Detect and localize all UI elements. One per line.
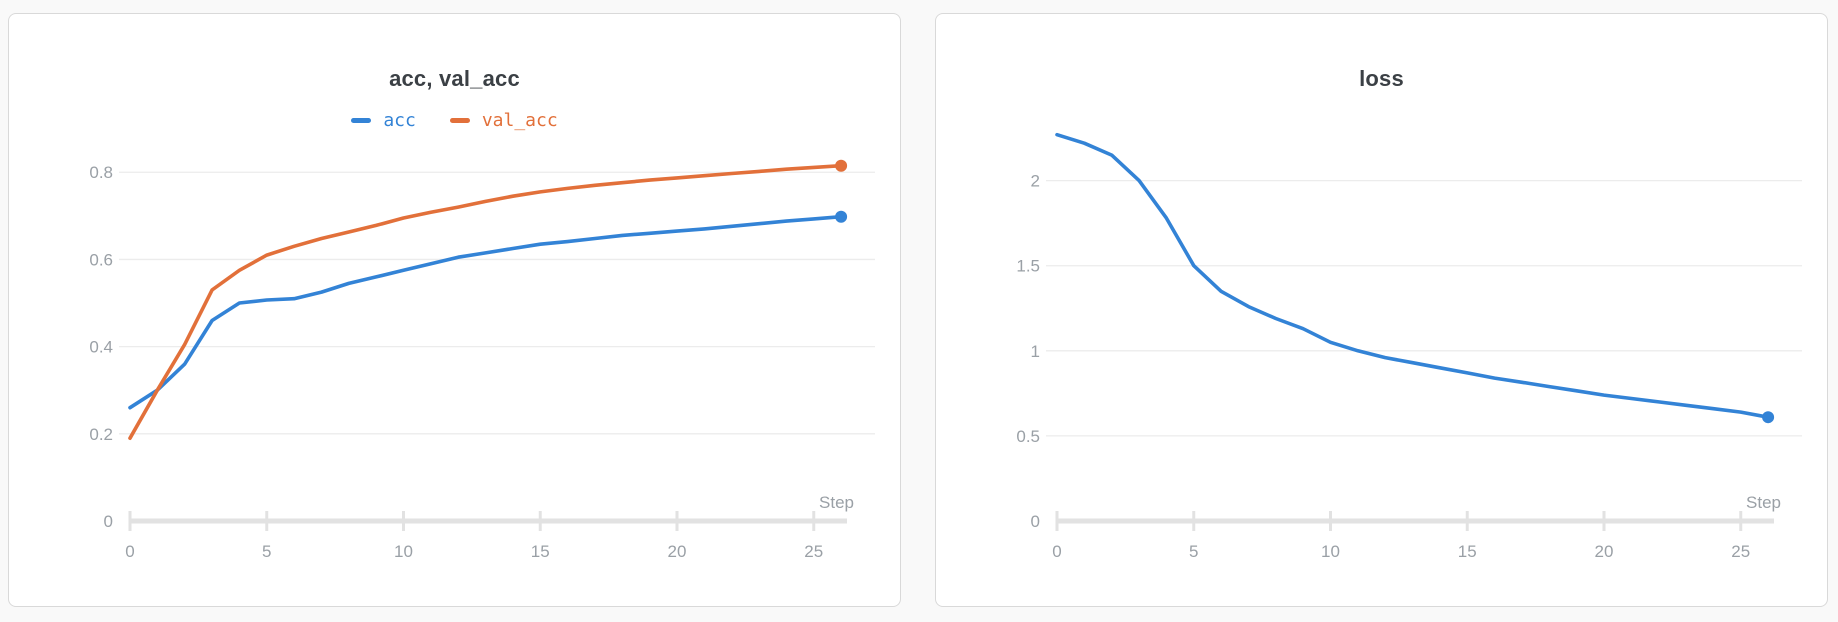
x-axis-title: Step [819, 493, 854, 512]
x-tick-label: 20 [1595, 542, 1614, 561]
series-line-acc[interactable] [128, 214, 843, 410]
y-tick-label: 1.5 [1016, 257, 1040, 276]
y-tick-label: 0 [1031, 512, 1040, 531]
chart-title: acc, val_acc [389, 66, 520, 91]
legend-item-val_acc[interactable]: val_acc [449, 110, 558, 131]
series-line-loss[interactable] [1055, 132, 1770, 420]
series-end-dot-val_acc[interactable] [835, 159, 848, 172]
plot-area[interactable]: 0 0.2 0.4 0.6 0.8 0 5 10 15 20 25 Step [9, 14, 900, 606]
x-tick-label: 20 [668, 542, 687, 561]
legend-swatch-val_acc [449, 118, 470, 123]
y-tick-label: 0.5 [1016, 427, 1040, 446]
y-tick-label: 2 [1031, 172, 1040, 191]
series-end-dot-loss[interactable] [1762, 411, 1775, 424]
x-tick-label: 15 [1458, 542, 1477, 561]
legend-swatch-acc [351, 118, 372, 123]
x-tick-label: 5 [262, 542, 271, 561]
x-tick-label: 10 [394, 542, 413, 561]
legend-label: val_acc [481, 110, 558, 131]
x-tick-label: 25 [1731, 542, 1750, 561]
x-tick-label: 0 [125, 542, 134, 561]
y-tick-label: 0.4 [89, 338, 113, 357]
chart-title: loss [1359, 66, 1404, 91]
x-tick-label: 15 [531, 542, 550, 561]
y-tick-label: 0.8 [89, 163, 113, 182]
legend-item-acc[interactable]: acc [351, 110, 416, 131]
y-tick-label: 0.2 [89, 425, 113, 444]
series-end-dot-acc[interactable] [835, 210, 848, 223]
x-tick-label: 25 [804, 542, 823, 561]
series-line-val_acc[interactable] [128, 163, 843, 441]
x-axis-title: Step [1746, 493, 1781, 512]
legend-label: acc [383, 110, 416, 131]
x-tick-label: 10 [1321, 542, 1340, 561]
x-tick-label: 5 [1189, 542, 1198, 561]
y-tick-label: 0 [104, 512, 113, 531]
chart-panel-acc-val_acc: 0 0.2 0.4 0.6 0.8 0 5 10 15 20 25 Step acc, val_acc… [8, 13, 901, 607]
y-tick-label: 1 [1031, 342, 1040, 361]
x-tick-label: 0 [1052, 542, 1061, 561]
chart-legend: acc val_acc [9, 110, 900, 131]
y-tick-label: 0.6 [89, 250, 113, 269]
chart-panel-loss: 0 0.5 1 1.5 2 0 5 10 15 20 25 Step loss [935, 13, 1828, 607]
